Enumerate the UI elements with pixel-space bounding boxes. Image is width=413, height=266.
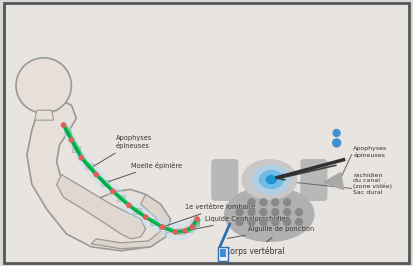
Text: Moelle épinière: Moelle épinière (109, 162, 182, 182)
Bar (218, 247, 228, 261)
Polygon shape (57, 174, 146, 239)
Circle shape (79, 156, 83, 160)
Circle shape (236, 219, 243, 226)
Bar (133, 208, 141, 214)
Text: Corps vertébral: Corps vertébral (225, 238, 285, 256)
Bar (220, 249, 226, 257)
Polygon shape (324, 173, 344, 189)
Text: Apophyses
épineuses: Apophyses épineuses (94, 135, 152, 166)
Circle shape (284, 209, 291, 216)
Bar (191, 220, 199, 226)
FancyBboxPatch shape (4, 3, 409, 263)
Bar (101, 180, 109, 186)
Circle shape (272, 219, 279, 226)
Circle shape (160, 225, 165, 229)
Bar (72, 146, 81, 152)
Circle shape (248, 209, 255, 216)
Circle shape (260, 219, 267, 226)
Ellipse shape (266, 176, 276, 184)
Bar (117, 195, 125, 201)
Circle shape (195, 217, 199, 221)
Circle shape (296, 209, 302, 216)
Circle shape (69, 138, 74, 142)
Bar (185, 226, 192, 232)
Bar (64, 130, 71, 135)
Polygon shape (27, 100, 171, 251)
Bar (85, 163, 93, 169)
Circle shape (260, 199, 267, 206)
Circle shape (333, 130, 340, 136)
Polygon shape (91, 194, 171, 249)
Text: Aiguille de ponction: Aiguille de ponction (228, 226, 314, 238)
Circle shape (236, 209, 243, 216)
Text: Liquide Céphalorachidien: Liquide Céphalorachidien (188, 215, 290, 230)
Ellipse shape (259, 171, 283, 188)
Circle shape (284, 199, 291, 206)
Circle shape (173, 230, 178, 234)
Text: rachidien: rachidien (354, 173, 383, 177)
Bar (150, 219, 158, 225)
Bar (176, 228, 184, 234)
Text: (zone vidée): (zone vidée) (354, 184, 392, 189)
Text: du canal: du canal (354, 178, 380, 184)
Circle shape (183, 229, 188, 233)
Circle shape (16, 58, 71, 113)
Circle shape (248, 199, 255, 206)
Circle shape (332, 139, 341, 147)
Text: Sac dural: Sac dural (354, 190, 383, 195)
Circle shape (143, 215, 148, 219)
Circle shape (248, 219, 255, 226)
Circle shape (111, 189, 115, 194)
Circle shape (272, 199, 279, 206)
FancyBboxPatch shape (301, 160, 327, 200)
Ellipse shape (225, 187, 314, 241)
Bar (165, 227, 173, 232)
Text: 1e vertèbre lombaire: 1e vertèbre lombaire (165, 204, 256, 226)
Text: Apophyses
épineuses: Apophyses épineuses (354, 146, 388, 158)
Ellipse shape (242, 160, 297, 199)
Circle shape (190, 225, 195, 229)
Ellipse shape (252, 166, 290, 193)
Circle shape (296, 219, 302, 226)
Circle shape (62, 123, 66, 127)
Circle shape (284, 219, 291, 226)
FancyBboxPatch shape (212, 160, 237, 200)
Circle shape (260, 209, 267, 216)
Polygon shape (35, 110, 54, 120)
Circle shape (272, 209, 279, 216)
Circle shape (127, 203, 131, 207)
Circle shape (94, 172, 98, 177)
